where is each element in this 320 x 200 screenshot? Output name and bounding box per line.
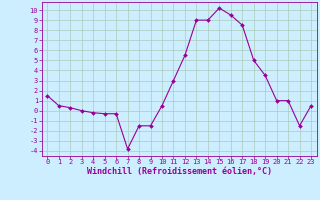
X-axis label: Windchill (Refroidissement éolien,°C): Windchill (Refroidissement éolien,°C) (87, 167, 272, 176)
